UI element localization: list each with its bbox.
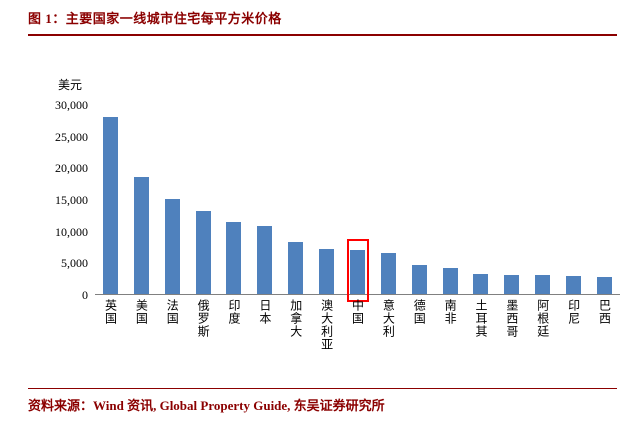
figure-title: 图 1：主要国家一线城市住宅每平方米价格: [28, 8, 617, 36]
bar-土耳其: [473, 273, 489, 294]
x-axis-label-墨西哥: 墨西哥: [504, 299, 519, 338]
bar-slot: [188, 105, 219, 294]
y-axis-tick-label: 0: [82, 288, 88, 302]
bar-南非: [442, 268, 458, 294]
bar-阿根廷: [535, 275, 551, 294]
y-axis-tick-label: 30,000: [55, 98, 88, 112]
plot-area: [95, 105, 620, 295]
bar-slot: [496, 105, 527, 294]
bar-日本: [257, 226, 273, 294]
bar-英国: [102, 116, 118, 294]
bar-slot: [249, 105, 280, 294]
x-axis-label-加拿大: 加拿大: [288, 299, 303, 338]
y-axis-tick-label: 10,000: [55, 224, 88, 239]
bar-印尼: [566, 276, 582, 294]
x-axis-label-slot: 中国: [342, 299, 373, 377]
x-axis-label-德国: 德国: [412, 299, 427, 325]
bar-slot: [527, 105, 558, 294]
bar-slot: [589, 105, 620, 294]
x-axis-label-俄罗斯: 俄罗斯: [196, 299, 211, 338]
x-axis-label-slot: 墨西哥: [496, 299, 527, 377]
bar-加拿大: [288, 242, 304, 294]
bar-slot: [558, 105, 589, 294]
x-axis-label-意大利: 意大利: [381, 299, 396, 338]
x-axis-label-slot: 印尼: [558, 299, 589, 377]
x-axis-label-slot: 德国: [404, 299, 435, 377]
x-axis-label-slot: 南非: [435, 299, 466, 377]
bar-美国: [133, 176, 149, 294]
bar-slot: [435, 105, 466, 294]
x-axis-label-slot: 俄罗斯: [188, 299, 219, 377]
x-axis-label-巴西: 巴西: [597, 299, 612, 325]
y-axis-unit-label: 美元: [58, 78, 83, 92]
bar-slot: [342, 105, 373, 294]
x-axis-label-印度: 印度: [226, 299, 241, 325]
x-axis-label-美国: 美国: [134, 299, 149, 325]
x-axis-label-南非: 南非: [443, 299, 458, 325]
x-axis-label-印尼: 印尼: [566, 299, 581, 325]
bar-俄罗斯: [195, 211, 211, 294]
x-axis-label-slot: 印度: [219, 299, 250, 377]
bar-巴西: [596, 276, 612, 294]
x-axis-label-法国: 法国: [165, 299, 180, 325]
bar-slot: [219, 105, 250, 294]
bar-墨西哥: [504, 275, 520, 294]
bar-slot: [404, 105, 435, 294]
x-axis-label-澳大利亚: 澳大利亚: [319, 299, 334, 351]
x-axis-label-slot: 美国: [126, 299, 157, 377]
y-axis-tick-labels: 0 5,000 10,000 15,000 20,000 25,000 30,000: [18, 98, 88, 302]
y-axis-tick-label: 5,000: [61, 256, 88, 271]
bar-法国: [164, 199, 180, 294]
x-axis-label-土耳其: 土耳其: [473, 299, 488, 338]
bar-slot: [466, 105, 497, 294]
x-axis-label-slot: 澳大利亚: [311, 299, 342, 377]
x-axis-label-slot: 英国: [95, 299, 126, 377]
source-note: 资料来源：Wind 资讯, Global Property Guide, 东吴证…: [28, 388, 617, 414]
bar-slot: [126, 105, 157, 294]
bar-slot: [373, 105, 404, 294]
y-axis-tick-label: 20,000: [55, 161, 88, 176]
x-axis-label-slot: 日本: [249, 299, 280, 377]
x-axis-label-slot: 加拿大: [280, 299, 311, 377]
bar-slot: [280, 105, 311, 294]
plot-wrapper: [95, 105, 620, 302]
y-axis-tick-label: 25,000: [55, 129, 88, 144]
bar-slot: [157, 105, 188, 294]
x-axis-label-中国: 中国: [350, 299, 365, 325]
bar-意大利: [380, 252, 396, 294]
bar-德国: [411, 264, 427, 294]
bar-印度: [226, 221, 242, 294]
x-axis-label-阿根廷: 阿根廷: [535, 299, 550, 338]
y-axis-tick-label: 15,000: [55, 193, 88, 207]
x-axis-label-日本: 日本: [257, 299, 272, 325]
bar-slot: [95, 105, 126, 294]
x-axis-labels: 英国 美国 法国 俄罗斯 印度 日本 加拿大 澳大利亚 中国 意大利 德国 南非 土耳其 墨西哥 阿根廷 印尼…: [95, 299, 620, 377]
x-axis-label-slot: 阿根廷: [527, 299, 558, 377]
bar-slot: [311, 105, 342, 294]
bar-澳大利亚: [319, 249, 335, 294]
x-axis-label-slot: 意大利: [373, 299, 404, 377]
bar-中国: [349, 249, 365, 294]
x-axis-label-英国: 英国: [103, 299, 118, 325]
x-axis-label-slot: 巴西: [589, 299, 620, 377]
x-axis-label-slot: 土耳其: [466, 299, 497, 377]
x-axis-label-slot: 法国: [157, 299, 188, 377]
